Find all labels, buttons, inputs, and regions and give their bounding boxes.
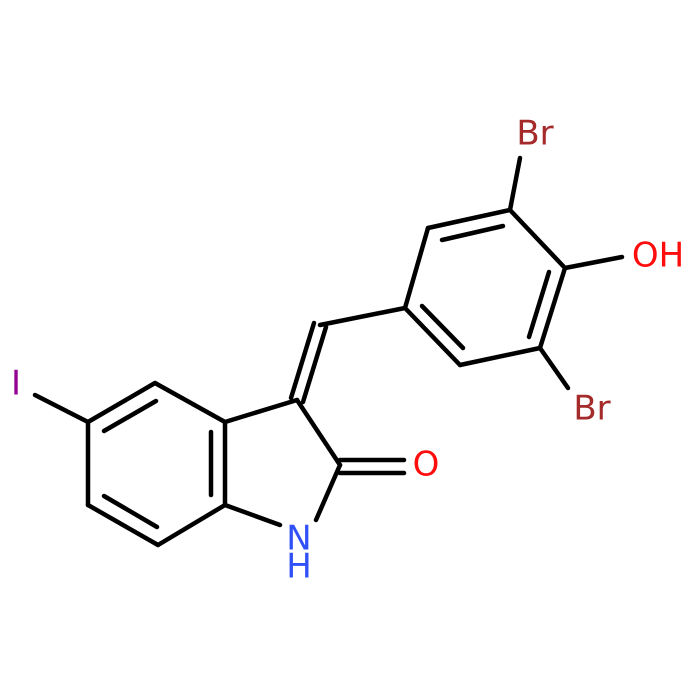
bond — [294, 397, 343, 468]
bond — [457, 345, 543, 368]
bond — [537, 265, 568, 351]
bond — [222, 502, 283, 528]
bond — [537, 345, 571, 391]
bond — [507, 155, 523, 213]
bond — [402, 305, 463, 368]
bond — [101, 398, 159, 434]
bond — [300, 324, 329, 405]
atom-label: N — [286, 519, 311, 559]
bond — [85, 380, 158, 425]
bond — [317, 305, 408, 328]
bond — [402, 225, 431, 311]
bond — [439, 223, 506, 243]
bond — [85, 502, 161, 548]
bond — [32, 392, 91, 425]
bond — [222, 397, 300, 425]
bond — [526, 269, 552, 340]
bond — [419, 303, 466, 351]
bond — [507, 207, 568, 271]
bond — [562, 254, 625, 271]
bond — [288, 320, 317, 401]
bond — [152, 380, 228, 425]
bond — [313, 462, 343, 523]
atom-label: I — [11, 364, 21, 404]
bond — [155, 502, 228, 548]
atom-label: Br — [516, 114, 553, 154]
bond — [425, 207, 513, 231]
atom-label: O — [413, 445, 440, 485]
bond — [101, 493, 160, 530]
atom-label: Br — [573, 389, 610, 429]
atom-label: H — [286, 547, 312, 587]
atom-label: OH — [632, 236, 684, 276]
bonds — [32, 155, 625, 548]
